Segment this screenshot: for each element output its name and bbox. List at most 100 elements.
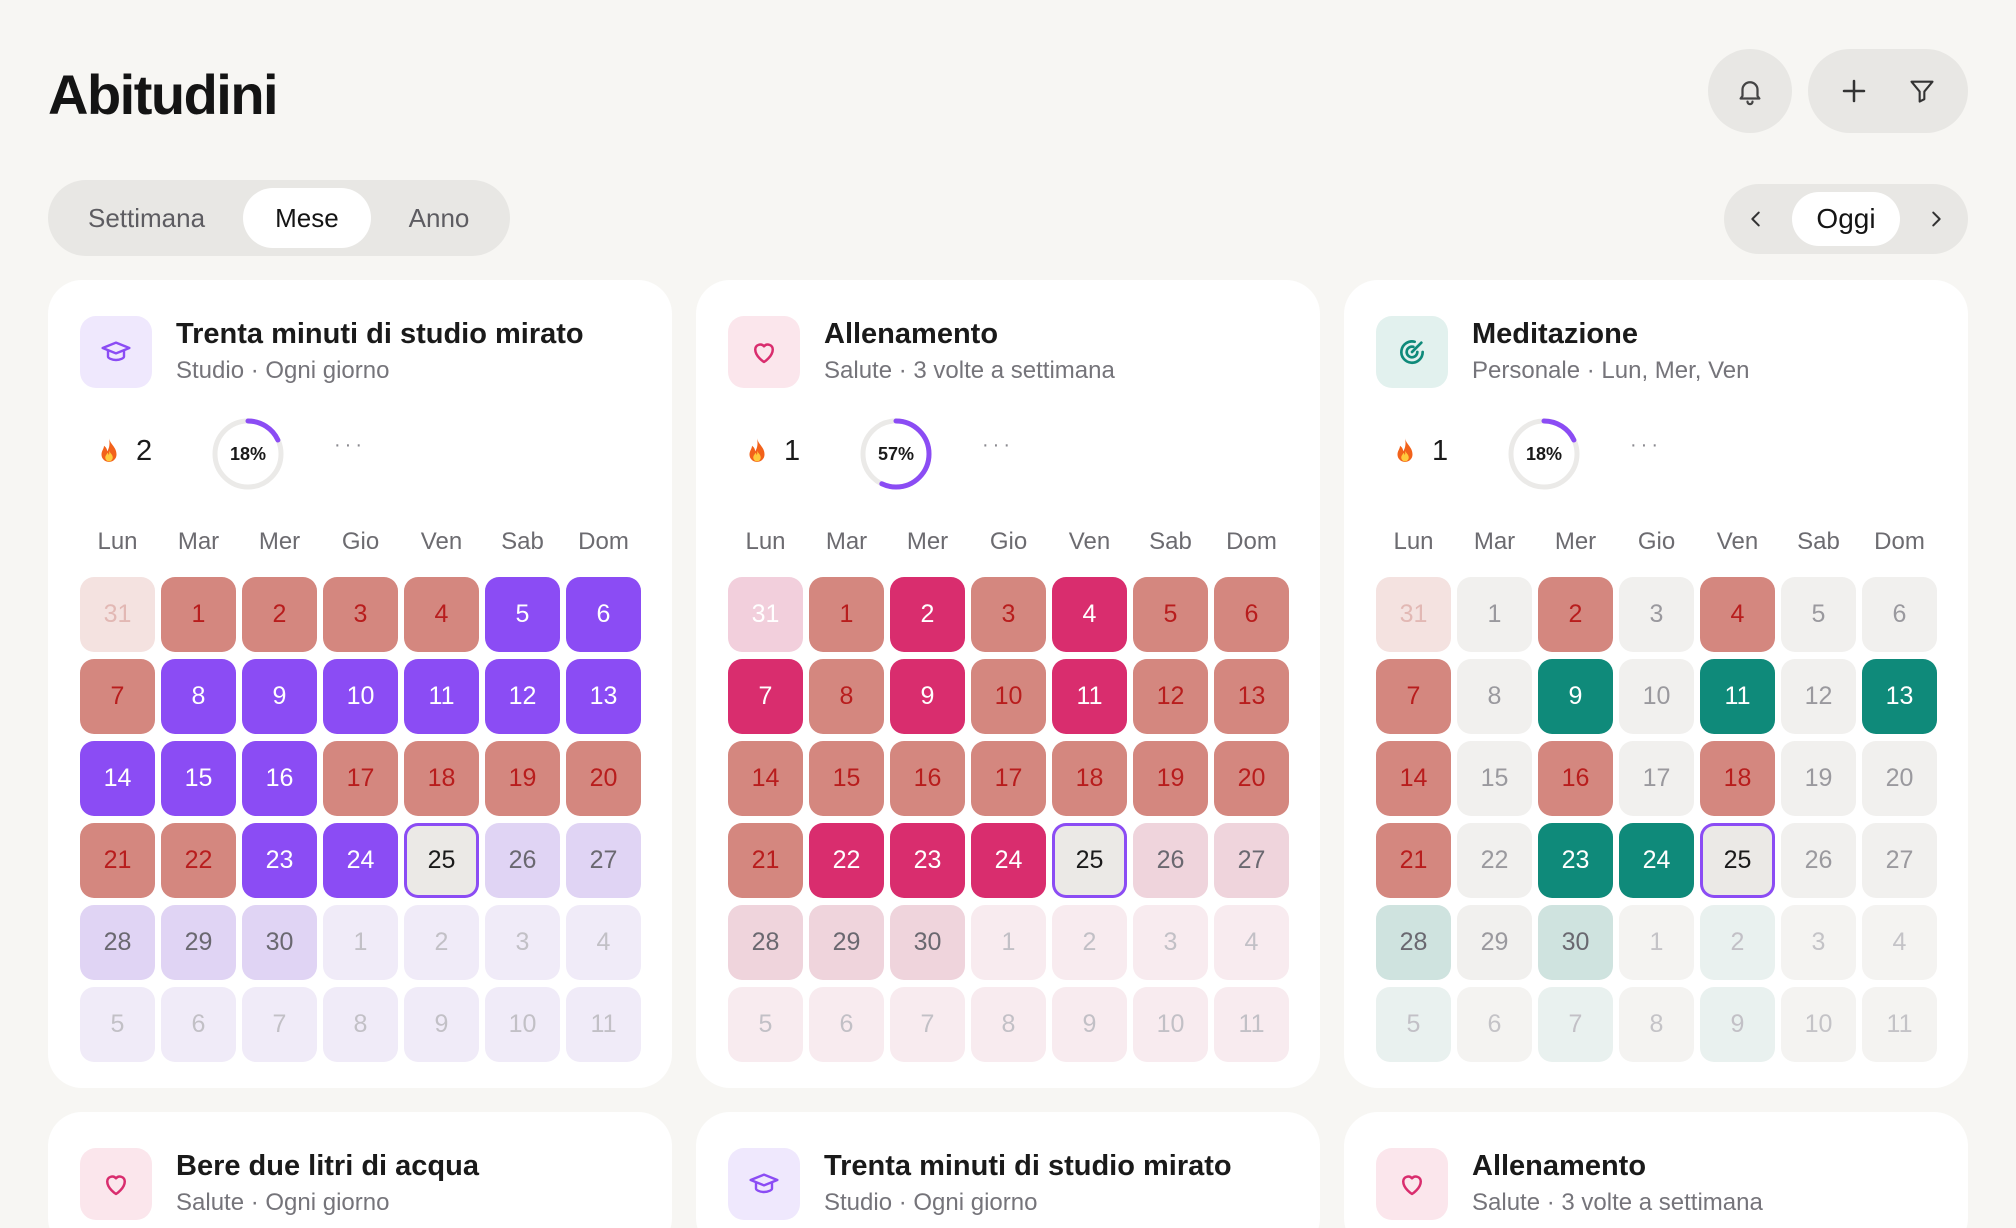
calendar-day[interactable]: 11 (1214, 987, 1289, 1062)
calendar-day[interactable]: 5 (485, 577, 560, 652)
calendar-day[interactable]: 4 (1052, 577, 1127, 652)
calendar-day[interactable]: 13 (1862, 659, 1937, 734)
calendar-day[interactable]: 23 (890, 823, 965, 898)
calendar-day[interactable]: 31 (1376, 577, 1451, 652)
calendar-day[interactable]: 17 (323, 741, 398, 816)
calendar-day[interactable]: 16 (242, 741, 317, 816)
calendar-day[interactable]: 24 (1619, 823, 1694, 898)
calendar-day[interactable]: 5 (728, 987, 803, 1062)
calendar-day[interactable]: 7 (1376, 659, 1451, 734)
calendar-day[interactable]: 11 (1700, 659, 1775, 734)
calendar-day[interactable]: 25 (404, 823, 479, 898)
calendar-day[interactable]: 22 (809, 823, 884, 898)
notifications-button[interactable] (1708, 49, 1792, 133)
habit-card[interactable]: Trenta minuti di studio mirato Studio · … (48, 280, 672, 1088)
calendar-day[interactable]: 12 (485, 659, 560, 734)
calendar-day[interactable]: 13 (566, 659, 641, 734)
calendar-day[interactable]: 1 (1457, 577, 1532, 652)
calendar-day[interactable]: 5 (80, 987, 155, 1062)
calendar-day[interactable]: 8 (161, 659, 236, 734)
calendar-day[interactable]: 9 (1052, 987, 1127, 1062)
calendar-day[interactable]: 17 (971, 741, 1046, 816)
calendar-day[interactable]: 3 (1619, 577, 1694, 652)
calendar-day[interactable]: 15 (1457, 741, 1532, 816)
habit-card[interactable]: Allenamento Salute · 3 volte a settimana (1344, 1112, 1968, 1228)
calendar-day[interactable]: 27 (1862, 823, 1937, 898)
calendar-day[interactable]: 9 (1538, 659, 1613, 734)
calendar-day[interactable]: 10 (1619, 659, 1694, 734)
habit-card[interactable]: Meditazione Personale · Lun, Mer, Ven 1 … (1344, 280, 1968, 1088)
calendar-day[interactable]: 8 (1457, 659, 1532, 734)
calendar-day[interactable]: 7 (80, 659, 155, 734)
calendar-day[interactable]: 23 (242, 823, 317, 898)
calendar-day[interactable]: 7 (242, 987, 317, 1062)
calendar-day[interactable]: 1 (971, 905, 1046, 980)
calendar-day[interactable]: 8 (1619, 987, 1694, 1062)
next-period-button[interactable] (1914, 194, 1958, 244)
calendar-day[interactable]: 10 (971, 659, 1046, 734)
calendar-day[interactable]: 16 (890, 741, 965, 816)
calendar-day[interactable]: 6 (161, 987, 236, 1062)
calendar-day[interactable]: 7 (890, 987, 965, 1062)
calendar-day[interactable]: 10 (1781, 987, 1856, 1062)
calendar-day[interactable]: 17 (1619, 741, 1694, 816)
calendar-day[interactable]: 6 (566, 577, 641, 652)
calendar-day[interactable]: 28 (80, 905, 155, 980)
calendar-day[interactable]: 4 (404, 577, 479, 652)
calendar-day[interactable]: 22 (1457, 823, 1532, 898)
add-habit-button[interactable] (1826, 63, 1882, 119)
calendar-day[interactable]: 25 (1700, 823, 1775, 898)
calendar-day[interactable]: 19 (485, 741, 560, 816)
more-options-button[interactable]: ··· (334, 434, 366, 456)
calendar-day[interactable]: 6 (1457, 987, 1532, 1062)
calendar-day[interactable]: 9 (404, 987, 479, 1062)
calendar-day[interactable]: 30 (242, 905, 317, 980)
calendar-day[interactable]: 18 (1052, 741, 1127, 816)
tab-mese[interactable]: Mese (243, 188, 371, 248)
calendar-day[interactable]: 29 (161, 905, 236, 980)
calendar-day[interactable]: 6 (1862, 577, 1937, 652)
calendar-day[interactable]: 25 (1052, 823, 1127, 898)
filter-button[interactable] (1894, 63, 1950, 119)
calendar-day[interactable]: 27 (1214, 823, 1289, 898)
calendar-day[interactable]: 29 (809, 905, 884, 980)
calendar-day[interactable]: 26 (1781, 823, 1856, 898)
calendar-day[interactable]: 2 (1700, 905, 1775, 980)
calendar-day[interactable]: 26 (1133, 823, 1208, 898)
calendar-day[interactable]: 12 (1781, 659, 1856, 734)
calendar-day[interactable]: 20 (1862, 741, 1937, 816)
calendar-day[interactable]: 13 (1214, 659, 1289, 734)
calendar-day[interactable]: 19 (1133, 741, 1208, 816)
calendar-day[interactable]: 1 (161, 577, 236, 652)
calendar-day[interactable]: 4 (566, 905, 641, 980)
calendar-day[interactable]: 1 (1619, 905, 1694, 980)
more-options-button[interactable]: ··· (1630, 434, 1662, 456)
calendar-day[interactable]: 5 (1133, 577, 1208, 652)
calendar-day[interactable]: 3 (1133, 905, 1208, 980)
calendar-day[interactable]: 8 (971, 987, 1046, 1062)
calendar-day[interactable]: 14 (80, 741, 155, 816)
calendar-day[interactable]: 5 (1376, 987, 1451, 1062)
calendar-day[interactable]: 6 (1214, 577, 1289, 652)
habit-card[interactable]: Bere due litri di acqua Salute · Ogni gi… (48, 1112, 672, 1228)
calendar-day[interactable]: 8 (323, 987, 398, 1062)
calendar-day[interactable]: 3 (323, 577, 398, 652)
calendar-day[interactable]: 27 (566, 823, 641, 898)
calendar-day[interactable]: 31 (728, 577, 803, 652)
calendar-day[interactable]: 8 (809, 659, 884, 734)
previous-period-button[interactable] (1734, 194, 1778, 244)
calendar-day[interactable]: 16 (1538, 741, 1613, 816)
today-button[interactable]: Oggi (1792, 192, 1900, 246)
calendar-day[interactable]: 9 (242, 659, 317, 734)
calendar-day[interactable]: 2 (404, 905, 479, 980)
calendar-day[interactable]: 22 (161, 823, 236, 898)
calendar-day[interactable]: 29 (1457, 905, 1532, 980)
calendar-day[interactable]: 21 (80, 823, 155, 898)
calendar-day[interactable]: 10 (485, 987, 560, 1062)
calendar-day[interactable]: 15 (809, 741, 884, 816)
calendar-day[interactable]: 12 (1133, 659, 1208, 734)
habit-card[interactable]: Trenta minuti di studio mirato Studio · … (696, 1112, 1320, 1228)
calendar-day[interactable]: 11 (1862, 987, 1937, 1062)
calendar-day[interactable]: 3 (971, 577, 1046, 652)
calendar-day[interactable]: 18 (404, 741, 479, 816)
